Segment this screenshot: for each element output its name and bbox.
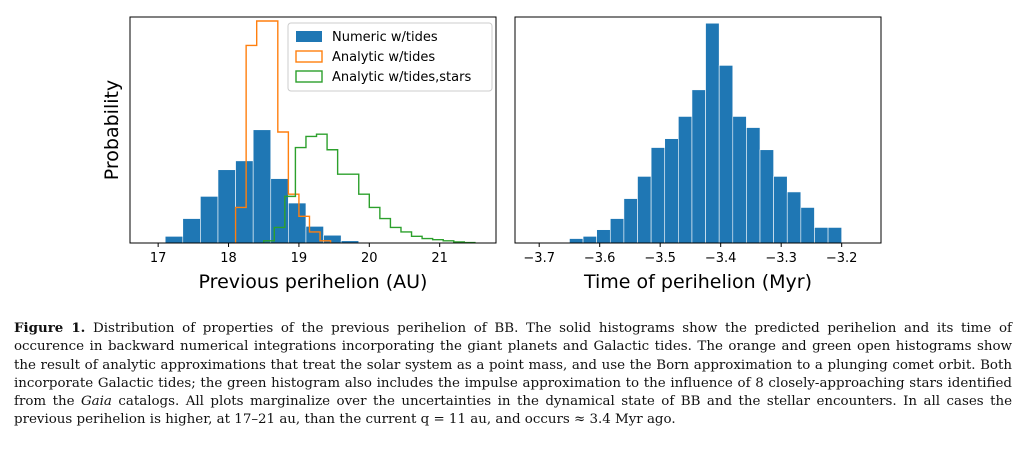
hist-bar [200,196,219,244]
x-tick-label: 19 [291,251,308,266]
hist-bar [270,178,289,244]
hist-bar [691,89,706,244]
hist-bar [827,227,842,244]
hist-bar [650,147,666,244]
hist-bar [732,116,747,244]
axes-frame [129,16,497,244]
x-tick-label: −3.6 [584,251,616,266]
hist-bar [773,176,788,244]
hist-bar [637,176,652,244]
x-tick-label: −3.2 [826,251,858,266]
hist-bar [786,191,802,244]
series-time-of-perihelion [569,22,842,244]
x-tick-label: −3.7 [523,251,555,266]
series-analytic-w-tides [234,20,332,243]
step-line [263,133,476,244]
hist-bar [814,227,829,244]
axes-frame [514,16,882,244]
legend-label: Analytic w/tides [332,50,435,65]
legend-label: Analytic w/tides,stars [332,70,471,85]
x-axis-label: Time of perihelion (Myr) [583,271,812,293]
hist-bar [182,218,201,244]
hist-bar [164,236,184,244]
hist-bar [323,234,342,244]
hist-bar [569,238,584,244]
legend-swatch [295,70,323,83]
x-tick-label: 21 [431,251,448,266]
legend-swatch [295,50,323,63]
hist-bar [705,22,720,244]
legend: Numeric w/tides Analytic w/tides Analytic … [287,22,493,92]
x-tick-label: 18 [220,251,237,266]
hist-bar [678,116,693,244]
caption-italic: Gaia [80,394,112,410]
hist-bar [609,218,625,244]
hist-bar [746,127,761,244]
hist-bar [800,207,815,244]
legend-label: Numeric w/tides [332,30,438,45]
series-analytic-w-tides-stars [263,133,476,244]
caption-label: Figure 1. [14,320,86,336]
time-histogram-panel: −3.7 −3.6 −3.5 −3.4 −3.3 −3.2 Time of periheli… [514,16,882,293]
x-tick-label: −3.3 [765,251,797,266]
x-axis-label: Previous perihelion (AU) [199,271,428,293]
hist-bar [718,65,734,244]
hist-bar [596,229,611,244]
figure-caption: Figure 1. Distribution of properties of … [14,319,1012,430]
hist-bar [217,169,236,244]
hist-bar [288,202,307,244]
hist-bar [759,149,774,244]
hist-bar [664,138,679,244]
hist-bar [582,236,597,244]
y-axis-label: Probability [101,80,123,180]
x-tick-label: 17 [150,251,167,266]
legend-swatch [296,31,322,42]
caption-text-1: Distribution of properties of the previo… [14,321,1012,410]
x-tick-label: 20 [361,251,378,266]
caption-text-2: catalogs. All plots marginalize over the… [14,394,1013,428]
legend-box [287,22,493,92]
series-numeric-w-tides [164,129,360,244]
hist-bar [623,198,638,244]
hist-bar [252,129,272,244]
hist-bar [235,160,254,244]
x-tick-label: −3.4 [705,251,737,266]
x-tick-label: −3.5 [644,251,676,266]
step-line [234,20,332,243]
